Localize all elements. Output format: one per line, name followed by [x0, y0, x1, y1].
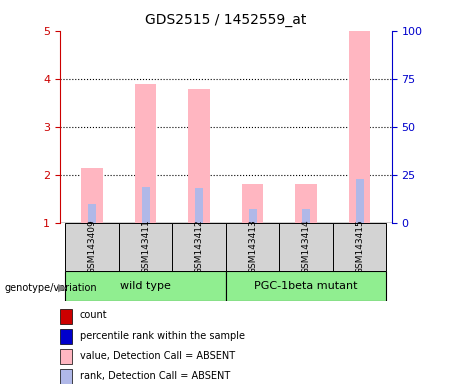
Bar: [135, 84, 156, 223]
Bar: [119, 223, 172, 271]
Bar: [88, 205, 96, 223]
Bar: [302, 209, 310, 223]
Text: GSM143412: GSM143412: [195, 219, 204, 274]
Text: rank, Detection Call = ABSENT: rank, Detection Call = ABSENT: [79, 371, 230, 381]
Text: GSM143414: GSM143414: [301, 219, 311, 274]
Bar: [81, 167, 103, 223]
Bar: [279, 223, 333, 271]
Text: ▶: ▶: [58, 283, 66, 293]
Text: genotype/variation: genotype/variation: [5, 283, 97, 293]
Bar: [142, 187, 150, 223]
Bar: [172, 223, 226, 271]
Text: wild type: wild type: [120, 281, 171, 291]
Text: GSM143413: GSM143413: [248, 219, 257, 274]
Text: count: count: [79, 310, 107, 321]
Bar: [248, 209, 257, 223]
Text: GSM143411: GSM143411: [141, 219, 150, 274]
Bar: [65, 271, 226, 301]
Text: GSM143409: GSM143409: [88, 219, 96, 274]
Text: value, Detection Call = ABSENT: value, Detection Call = ABSENT: [79, 351, 235, 361]
Bar: [333, 223, 386, 271]
Bar: [60, 309, 72, 323]
Bar: [60, 329, 72, 344]
Bar: [60, 349, 72, 364]
Bar: [356, 179, 364, 223]
Bar: [296, 184, 317, 223]
Bar: [189, 89, 210, 223]
Bar: [195, 188, 203, 223]
Text: PGC-1beta mutant: PGC-1beta mutant: [254, 281, 358, 291]
Bar: [242, 184, 263, 223]
Bar: [226, 271, 386, 301]
Bar: [60, 369, 72, 384]
Title: GDS2515 / 1452559_at: GDS2515 / 1452559_at: [145, 13, 307, 27]
Bar: [349, 31, 371, 223]
Bar: [226, 223, 279, 271]
Text: GSM143415: GSM143415: [355, 219, 364, 274]
Bar: [65, 223, 119, 271]
Text: percentile rank within the sample: percentile rank within the sample: [79, 331, 244, 341]
